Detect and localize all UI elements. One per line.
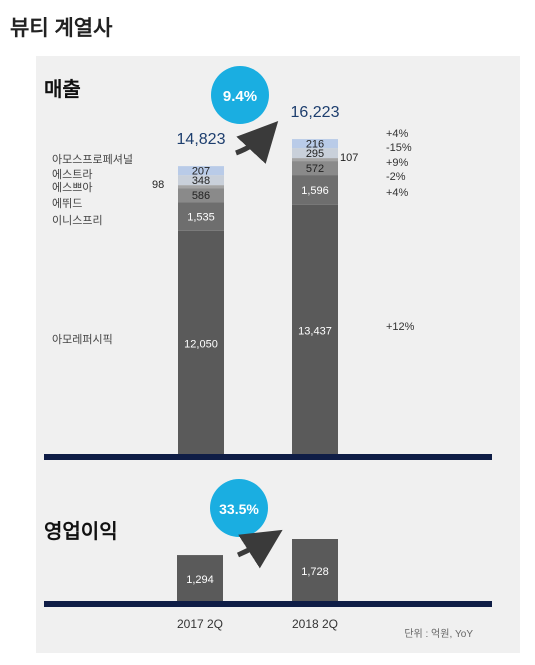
profit-baseline: [44, 601, 492, 607]
bar-1-segment-1: [292, 175, 338, 205]
revenue-growth-text: 9.4%: [223, 88, 257, 105]
series-yoy-4: -15%: [386, 142, 412, 154]
profit-growth-text: 33.5%: [219, 501, 259, 517]
bar-0-label-1: 1,535: [187, 211, 215, 223]
profit-growth-arrow: [236, 529, 283, 569]
revenue-growth-arrow: [235, 121, 279, 164]
series-name-1: 이니스프리: [52, 214, 103, 227]
bar-1-label-1: 1,596: [301, 185, 329, 197]
operating-profit-chart: 영업이익 1,294 2017 2Q 1,728 2018 2Q 33.5%: [44, 479, 492, 631]
category-label-1: 2018 2Q: [292, 617, 338, 631]
series-yoy-1: +4%: [386, 187, 409, 199]
bar-0-label-3: 98: [152, 179, 164, 191]
bar-1-segment-2: [292, 161, 338, 176]
series-yoy-0: +12%: [386, 321, 415, 333]
bar-0-segment-2: [178, 188, 224, 203]
profit-bar-0: [177, 555, 223, 603]
series-yoy-2: -2%: [386, 171, 406, 183]
series-name-4: 에스트라: [52, 168, 92, 181]
unit-note: 단위 : 억원, YoY: [404, 627, 473, 640]
profit-growth-badge: [210, 479, 268, 537]
profit-bar-1: [292, 539, 338, 603]
bar-0-segment-5: [178, 166, 224, 176]
bar-1-segment-4: [292, 148, 338, 159]
page-title: 뷰티 계열사: [10, 17, 113, 40]
revenue-growth-badge: [211, 66, 269, 124]
profit-title: 영업이익: [44, 520, 118, 543]
bar-0-label-2: 586: [192, 190, 210, 202]
bar-0-segment-4: [178, 175, 224, 186]
series-yoy-3: +9%: [386, 157, 409, 169]
bar-0-segment-0: [178, 230, 224, 456]
series-yoy-5: +4%: [386, 128, 409, 140]
profit-bar-label-1: 1,728: [301, 566, 329, 578]
bar-0-segment-1: [178, 202, 224, 231]
category-label-0: 2017 2Q: [177, 617, 223, 631]
bar-0-total: 14,823: [177, 131, 226, 148]
bar-1-label-2: 572: [306, 163, 324, 175]
bar-0-segment-3: [178, 185, 224, 189]
bar-1-segment-5: [292, 139, 338, 149]
series-name-5: 아모스프로페셔널: [52, 153, 133, 166]
bar-1-label-0: 13,437: [298, 325, 332, 337]
bar-1-segment-0: [292, 204, 338, 456]
bar-1-segment-3: [292, 158, 338, 162]
bar-0-label-5: 207: [192, 166, 210, 178]
bar-1-label-5: 216: [306, 139, 324, 151]
series-name-3: 에스쁘아: [52, 181, 92, 194]
revenue-title: 매출: [44, 78, 81, 101]
bar-1-label-3: 107: [340, 152, 358, 164]
bar-0-label-0: 12,050: [184, 338, 218, 350]
series-name-0: 아모레퍼시픽: [52, 333, 113, 346]
bar-1-label-4: 295: [306, 148, 324, 160]
profit-bar-label-0: 1,294: [186, 574, 214, 586]
series-name-2: 에뛰드: [52, 197, 82, 210]
bar-0-label-4: 348: [192, 175, 210, 187]
bar-1-total: 16,223: [291, 104, 340, 121]
revenue-baseline: [44, 454, 492, 460]
